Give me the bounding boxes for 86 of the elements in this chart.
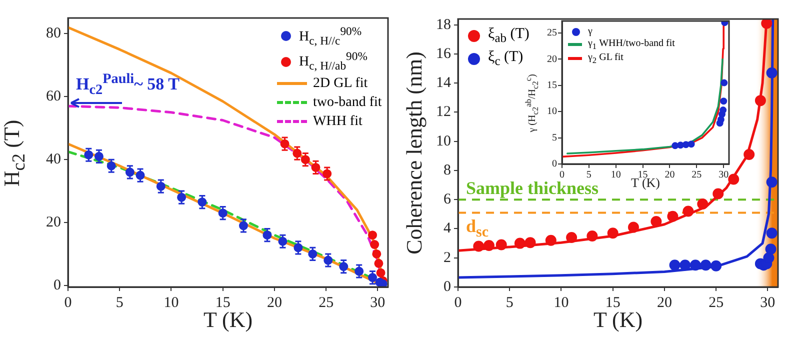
point bbox=[667, 210, 678, 222]
point bbox=[765, 244, 776, 255]
legend-label: ξ$_{c}$ (T) bbox=[488, 49, 524, 69]
x-tick-label: 0 bbox=[64, 294, 72, 311]
point bbox=[370, 240, 380, 250]
point bbox=[524, 237, 536, 248]
point bbox=[514, 238, 526, 249]
y-tick-label: 18 bbox=[436, 16, 451, 33]
point bbox=[374, 258, 384, 268]
legend-label: two-band fit bbox=[313, 94, 382, 111]
y-tick-label: 25 bbox=[547, 28, 557, 39]
point bbox=[744, 148, 755, 160]
point bbox=[697, 198, 708, 210]
y-tick-label: 14 bbox=[436, 75, 452, 92]
point bbox=[376, 268, 386, 278]
point bbox=[688, 140, 695, 148]
y-tick-label: 20 bbox=[547, 54, 557, 65]
y-tick-label: 16 bbox=[436, 46, 452, 62]
point bbox=[763, 252, 774, 264]
y-tick-label: 0 bbox=[552, 158, 557, 170]
point bbox=[680, 260, 691, 271]
point bbox=[720, 79, 728, 86]
point bbox=[720, 98, 728, 105]
point bbox=[669, 260, 680, 271]
point bbox=[372, 249, 382, 258]
x-tick-label: 10 bbox=[610, 170, 621, 181]
x-tick-label: 20 bbox=[664, 170, 675, 181]
point bbox=[766, 176, 778, 188]
legend-label: γ$_{2}$ GL fit bbox=[588, 52, 624, 65]
y-tick-label: 8 bbox=[444, 162, 451, 178]
annotation: H$_{c2}$$^{Pauli}$~ 58 T bbox=[76, 70, 180, 99]
point bbox=[483, 240, 494, 251]
point bbox=[710, 260, 722, 272]
y-tick-label: 10 bbox=[547, 106, 557, 118]
x-tick-label: 30 bbox=[718, 170, 729, 181]
point bbox=[628, 222, 639, 233]
point bbox=[650, 216, 662, 227]
legend-label: ξ$_{ab}$ (T) bbox=[488, 26, 530, 46]
y-tick-label: 15 bbox=[547, 80, 557, 92]
point bbox=[712, 188, 724, 200]
legend-label: 2D GL fit bbox=[313, 76, 368, 92]
point bbox=[586, 230, 598, 242]
y-tick-label: 0 bbox=[444, 278, 451, 295]
x-tick-label: 30 bbox=[760, 294, 776, 311]
x-tick-label: 20 bbox=[266, 294, 282, 311]
point bbox=[700, 260, 712, 271]
point bbox=[754, 95, 766, 106]
y-tick-label: 40 bbox=[46, 152, 61, 168]
y-tick-label: 20 bbox=[46, 214, 61, 230]
legend-label: γ$_{1}$ WHH/two-band fit bbox=[588, 38, 675, 51]
point bbox=[766, 67, 778, 78]
point bbox=[496, 239, 507, 250]
point bbox=[766, 228, 778, 239]
x-tick-label: 20 bbox=[656, 294, 672, 311]
point bbox=[545, 234, 556, 246]
point bbox=[720, 106, 727, 114]
y-tick-label: 10 bbox=[436, 133, 451, 150]
x-tick-label: 25 bbox=[692, 170, 702, 181]
point bbox=[690, 260, 701, 271]
y-tick-label: 12 bbox=[436, 104, 451, 120]
point bbox=[566, 232, 578, 243]
y-tick-label: 5 bbox=[552, 132, 557, 144]
x-tick-label: 30 bbox=[370, 294, 386, 311]
x-tick-label: 5 bbox=[506, 294, 514, 311]
y-tick-label: 80 bbox=[46, 26, 61, 42]
ref-line-label: d$_{sc}$ bbox=[466, 216, 489, 240]
point bbox=[761, 19, 772, 29]
legend-label: γ bbox=[588, 26, 592, 37]
y-axis-title: Coherence length (nm) bbox=[400, 52, 427, 254]
x-tick-label: 5 bbox=[116, 294, 124, 311]
y-tick-label: 2 bbox=[444, 250, 451, 266]
x-tick-label: 0 bbox=[454, 294, 462, 311]
point bbox=[368, 230, 378, 240]
y-tick-label: 0 bbox=[54, 277, 61, 294]
y-tick-label: 60 bbox=[46, 88, 61, 105]
point bbox=[682, 141, 690, 148]
point bbox=[728, 174, 740, 185]
point bbox=[682, 206, 694, 217]
point bbox=[473, 240, 484, 252]
y-tick-label: 6 bbox=[444, 192, 452, 208]
x-tick-label: 25 bbox=[708, 294, 724, 311]
point bbox=[607, 228, 618, 239]
x-tick-label: 25 bbox=[318, 294, 334, 311]
x-tick-label: 10 bbox=[164, 294, 179, 311]
legend-label: WHH fit bbox=[313, 114, 362, 130]
y-tick-label: 4 bbox=[444, 220, 452, 237]
